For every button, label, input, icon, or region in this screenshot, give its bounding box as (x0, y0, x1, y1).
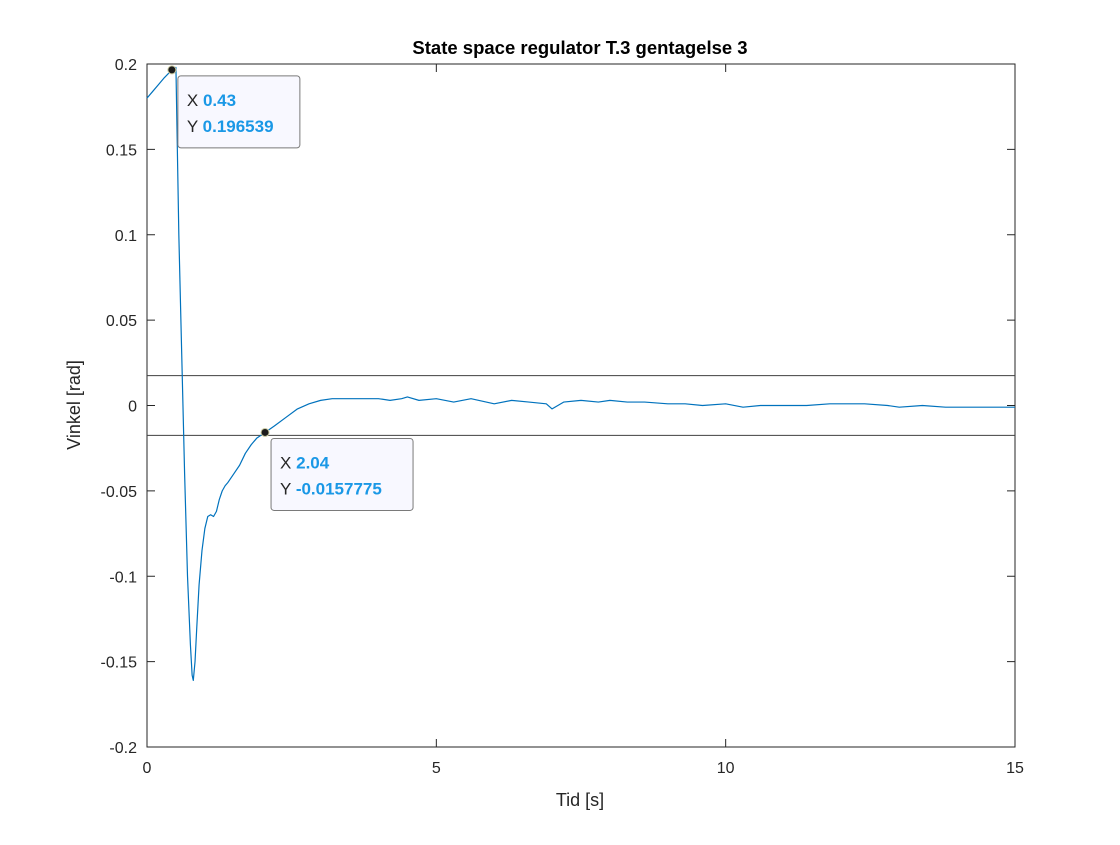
y-tick-label: 0 (128, 399, 137, 416)
datatip-box (177, 75, 301, 149)
datatip-marker (167, 65, 177, 75)
datatip-x-value: 0.43 (203, 91, 236, 110)
datatip-x-row: X 2.04 (280, 453, 330, 472)
datatip: X 0.43Y 0.196539 (167, 65, 301, 149)
x-tick-label: 5 (432, 760, 441, 777)
x-tick-label: 10 (717, 760, 735, 777)
datatip-marker (260, 427, 270, 437)
y-axis-label: Vinkel [rad] (64, 360, 84, 450)
datatip-y-row: Y -0.0157775 (280, 479, 382, 498)
y-tick-label: 0.05 (106, 313, 137, 330)
y-tick-label: -0.1 (109, 569, 137, 586)
x-tick-label: 15 (1006, 760, 1024, 777)
chart-title: State space regulator T.3 gentagelse 3 (412, 37, 747, 58)
y-tick-label: -0.2 (109, 740, 137, 757)
x-tick-label: 0 (143, 760, 152, 777)
plot-area: 0 5 10 15 0.2 0.15 0.1 0.05 0 -0.05 -0.1 -0.15 -0.2 X… (101, 57, 1024, 777)
datatip-box (270, 437, 414, 511)
axes-box (146, 63, 1016, 748)
series-line (146, 66, 1015, 682)
datatip-y-row: Y 0.196539 (187, 117, 274, 136)
x-axis-label: Tid [s] (556, 790, 604, 810)
y-tick-label: 0.2 (115, 57, 137, 74)
datatip-y-value: 0.196539 (203, 117, 274, 136)
datatip: X 2.04Y -0.0157775 (260, 427, 414, 511)
datatip-x-label: X (187, 91, 203, 110)
y-tick-label: 0.1 (115, 228, 137, 245)
datatip-y-label: Y (187, 117, 203, 136)
y-tick-label: -0.05 (101, 484, 138, 501)
datatip-y-value: -0.0157775 (296, 479, 382, 498)
y-tick-label: -0.15 (101, 655, 138, 672)
y-tick-label: 0.15 (106, 142, 137, 159)
datatip-x-row: X 0.43 (187, 91, 236, 110)
datatip-x-value: 2.04 (296, 453, 330, 472)
datatip-x-label: X (280, 453, 296, 472)
datatip-y-label: Y (280, 479, 296, 498)
